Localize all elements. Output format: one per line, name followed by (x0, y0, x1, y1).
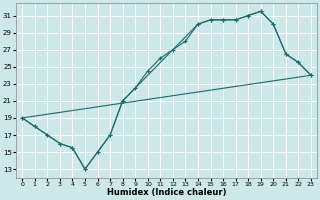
X-axis label: Humidex (Indice chaleur): Humidex (Indice chaleur) (107, 188, 226, 197)
